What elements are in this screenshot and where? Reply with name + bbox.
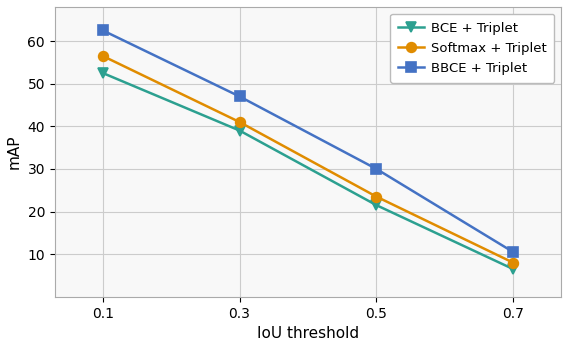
Y-axis label: mAP: mAP [7,135,22,169]
BCE + Triplet [509,267,516,271]
BBCE + Triplet [373,167,380,171]
Softmax + Triplet [509,261,516,265]
Line: BCE + Triplet: BCE + Triplet [98,68,518,274]
X-axis label: IoU threshold: IoU threshold [257,326,359,341]
BCE + Triplet [373,203,380,207]
BCE + Triplet [236,128,243,133]
Line: BBCE + Triplet: BBCE + Triplet [98,25,518,257]
BCE + Triplet [99,71,106,75]
BBCE + Triplet [99,28,106,32]
Legend: BCE + Triplet, Softmax + Triplet, BBCE + Triplet: BCE + Triplet, Softmax + Triplet, BBCE +… [390,14,554,83]
Line: Softmax + Triplet: Softmax + Triplet [98,51,518,268]
Softmax + Triplet [99,54,106,58]
BBCE + Triplet [236,94,243,98]
Softmax + Triplet [236,120,243,124]
BBCE + Triplet [509,250,516,254]
Softmax + Triplet [373,195,380,199]
